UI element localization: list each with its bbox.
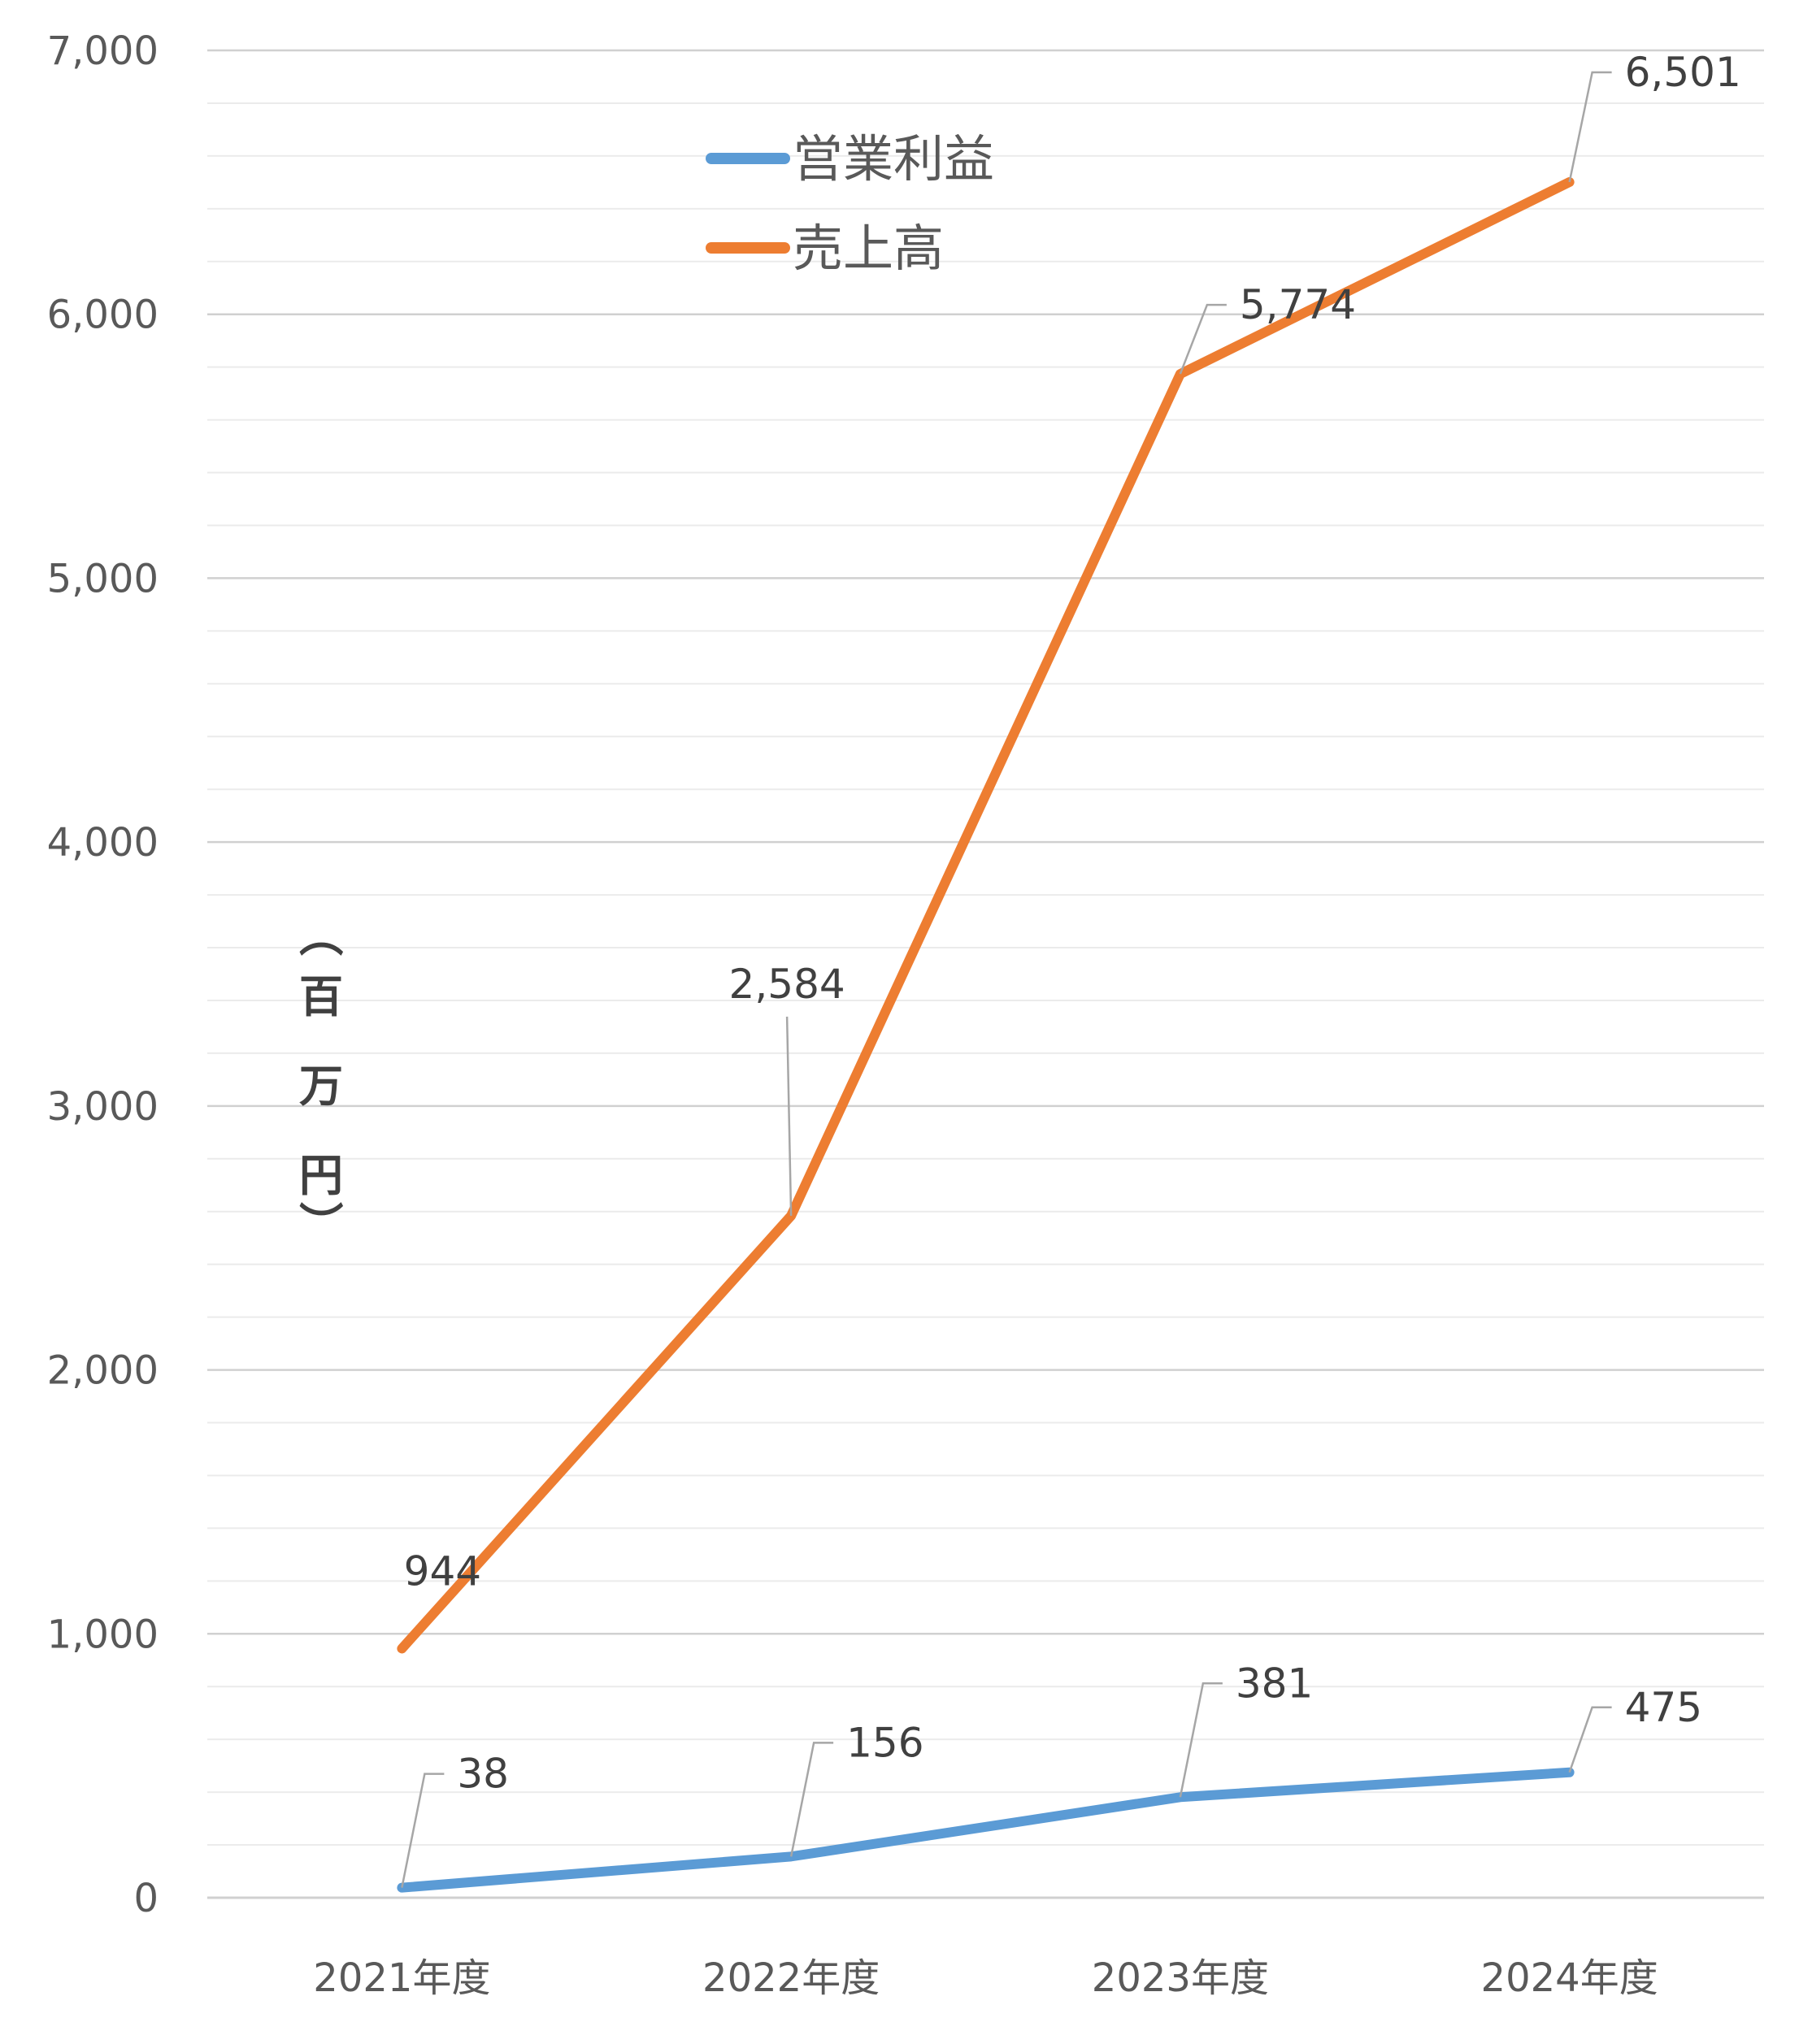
leader-line [1568, 71, 1612, 183]
series-line-1 [397, 177, 1575, 1654]
leader-line [1179, 1682, 1223, 1798]
x-tick-label: 2021年度 [313, 1955, 490, 2001]
data-label: 156 [846, 1719, 923, 1766]
unit-label-char: 円 [299, 1150, 343, 1201]
y-tick-label: 4,000 [47, 820, 159, 866]
data-label: 2,584 [729, 961, 845, 1008]
y-axis-ticks: 0 1,000 2,000 3,000 4,000 5,000 6,000 7,000 [47, 28, 159, 1921]
data-label: 475 [1625, 1684, 1702, 1731]
unit-label-char: 万 [299, 1061, 343, 1112]
y-axis-unit-label: （ 百万円） [294, 913, 345, 1245]
x-tick-label: 2022年度 [702, 1955, 880, 2001]
leader-line [785, 1016, 793, 1216]
data-label: 5,774 [1240, 281, 1356, 328]
unit-label-char: ） [294, 1201, 345, 1245]
data-labels: 38 156 381 475 944 2,584 5,774 6,501 [401, 49, 1741, 1888]
y-tick-label: 2,000 [47, 1348, 159, 1394]
leader-line [1179, 303, 1227, 375]
y-tick-label: 3,000 [47, 1084, 159, 1130]
series-lines [397, 177, 1575, 1893]
y-tick-label: 6,000 [47, 293, 159, 338]
data-label: 38 [457, 1751, 509, 1798]
x-tick-label: 2024年度 [1481, 1955, 1658, 2001]
y-tick-label: 1,000 [47, 1612, 159, 1657]
x-axis-ticks: 2021年度 2022年度 2023年度 2024年度 [313, 1955, 1658, 2001]
data-label: 6,501 [1625, 49, 1741, 96]
x-tick-label: 2023年度 [1092, 1955, 1269, 2001]
unit-label-char: （ [294, 913, 345, 957]
leader-line [789, 1742, 834, 1857]
unit-label-char: 百 [299, 971, 343, 1022]
data-label: 944 [404, 1547, 481, 1595]
y-tick-label: 5,000 [47, 556, 159, 601]
gridlines [207, 49, 1764, 1899]
legend-label: 売上高 [793, 219, 944, 278]
y-tick-label: 0 [133, 1876, 159, 1921]
series-line-0 [397, 1767, 1575, 1893]
data-label: 381 [1236, 1660, 1313, 1707]
y-tick-label: 7,000 [47, 28, 159, 74]
leader-line [401, 1773, 445, 1888]
leader-line [1568, 1706, 1612, 1773]
legend-label: 営業利益 [793, 129, 994, 189]
